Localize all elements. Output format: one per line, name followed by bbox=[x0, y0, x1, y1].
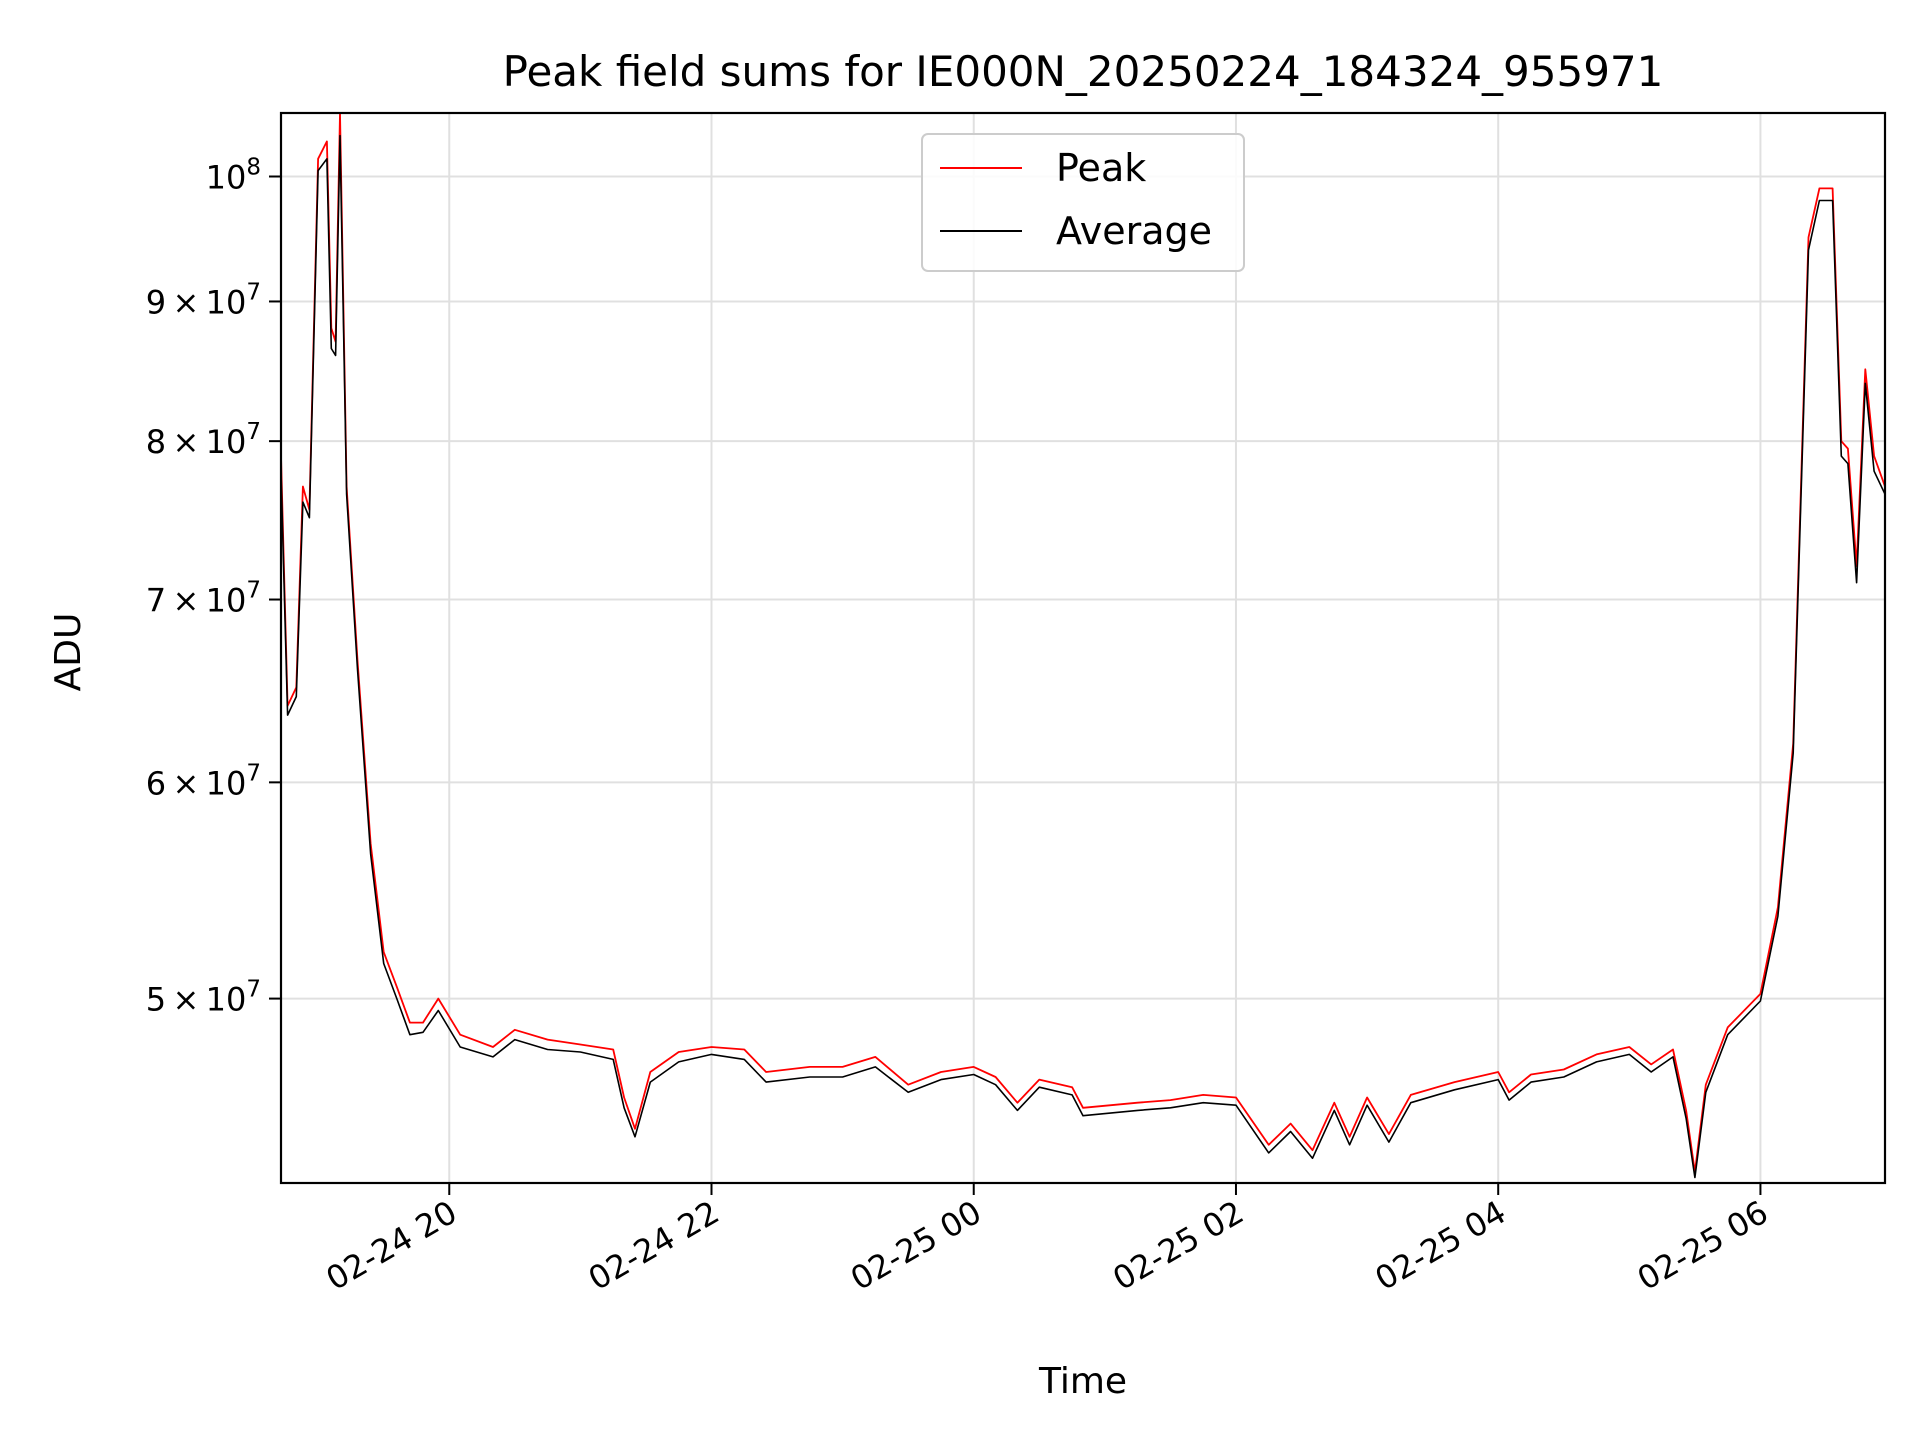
y-tick-label: 7 × 107 bbox=[146, 578, 261, 620]
y-tick-label: 6 × 107 bbox=[146, 760, 261, 802]
plot-frame bbox=[279, 111, 1887, 1185]
chart-title: Peak field sums for IE000N_20250224_1843… bbox=[503, 47, 1664, 96]
y-axis-label: ADU bbox=[48, 613, 89, 692]
legend: Peak Average bbox=[921, 133, 1245, 272]
y-tick-label: 5 × 107 bbox=[146, 977, 261, 1019]
grid bbox=[281, 113, 1885, 1183]
y-tick-label: 9 × 107 bbox=[146, 279, 261, 321]
legend-peak-label: Peak bbox=[1056, 146, 1146, 190]
legend-average-label: Average bbox=[1056, 209, 1212, 253]
average-series-line bbox=[280, 134, 1886, 1179]
x-axis-label: Time bbox=[1038, 1361, 1127, 1402]
peak-series-line bbox=[280, 112, 1886, 1173]
y-tick-label: 8 × 107 bbox=[146, 419, 261, 461]
series-group bbox=[280, 112, 1886, 1179]
